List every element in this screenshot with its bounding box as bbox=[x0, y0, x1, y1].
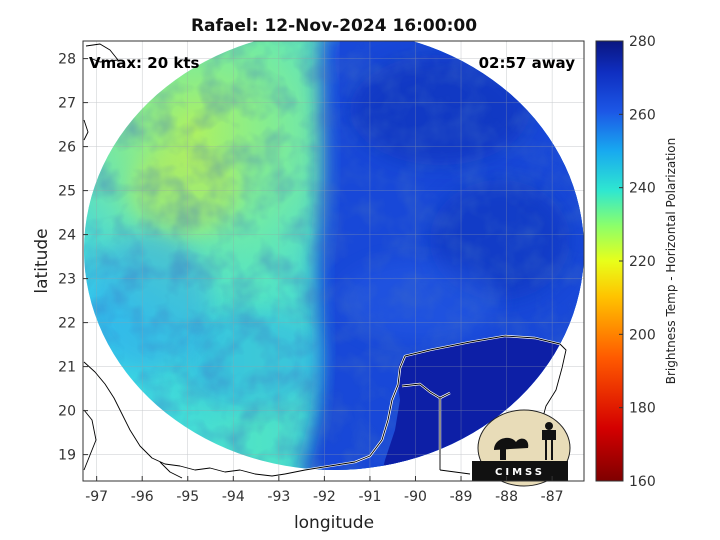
colorbar-label: Brightness Temp - Horizontal Polarizatio… bbox=[664, 138, 678, 385]
colorbar-tick-label: 280 bbox=[629, 34, 656, 50]
x-tick-label: -89 bbox=[450, 489, 473, 505]
y-tick-label: 26 bbox=[58, 140, 76, 156]
colorbar-tick-label: 160 bbox=[629, 474, 656, 490]
y-tick-label: 24 bbox=[58, 228, 76, 244]
y-tick-label: 27 bbox=[58, 96, 76, 112]
chart-title: Rafael: 12-Nov-2024 16:00:00 bbox=[191, 16, 477, 36]
y-tick-label: 25 bbox=[58, 184, 76, 200]
y-tick-label: 28 bbox=[58, 52, 76, 68]
brightness-swath bbox=[84, 41, 584, 470]
y-tick-label: 22 bbox=[58, 316, 76, 332]
y-tick-label: 19 bbox=[58, 448, 76, 464]
y-axis-label: latitude bbox=[32, 228, 52, 293]
vmax-annotation: Vmax: 20 kts bbox=[89, 54, 199, 72]
x-axis-label: longitude bbox=[294, 513, 374, 533]
cimss-logo: CIMSS bbox=[472, 409, 571, 487]
y-tick-label: 21 bbox=[58, 360, 76, 376]
x-tick-label: -87 bbox=[541, 489, 564, 505]
colorbar: 160 180 200 220 240 260 280 Brightness Temp - … bbox=[595, 34, 678, 490]
y-tick-label: 20 bbox=[58, 404, 76, 420]
x-tick-label: -88 bbox=[495, 489, 518, 505]
colorbar-scale bbox=[595, 40, 624, 482]
x-tick-label: -92 bbox=[313, 489, 336, 505]
colorbar-tick-label: 180 bbox=[629, 401, 656, 417]
colorbar-tick-label: 260 bbox=[629, 107, 656, 123]
y-tick-label: 23 bbox=[58, 272, 76, 288]
colorbar-tick-label: 220 bbox=[629, 254, 656, 270]
logo-text: CIMSS bbox=[495, 467, 545, 478]
time-away-annotation: 02:57 away bbox=[479, 54, 576, 72]
x-tick-label: -90 bbox=[404, 489, 427, 505]
x-tick-label: -91 bbox=[358, 489, 381, 505]
colorbar-ticks: 160 180 200 220 240 260 280 bbox=[619, 34, 656, 490]
x-tick-label: -96 bbox=[131, 489, 154, 505]
x-tick-label: -97 bbox=[85, 489, 108, 505]
x-tick-label: -93 bbox=[267, 489, 290, 505]
axes-frame bbox=[82, 40, 585, 482]
colorbar-tick-label: 240 bbox=[629, 181, 656, 197]
x-tick-label: -95 bbox=[176, 489, 199, 505]
y-axis: 19 20 21 22 23 24 25 26 27 28 bbox=[58, 52, 88, 464]
x-tick-label: -94 bbox=[222, 489, 245, 505]
x-axis: -97 -96 -95 -94 -93 -92 -91 -90 -89 -88 -87 bbox=[85, 476, 564, 505]
colorbar-tick-label: 200 bbox=[629, 327, 656, 343]
